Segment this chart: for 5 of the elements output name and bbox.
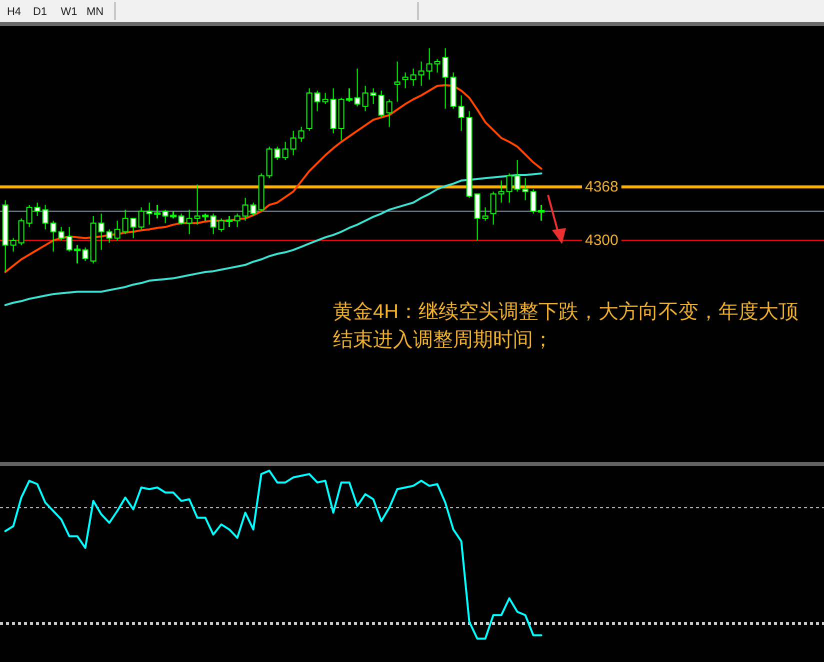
line-series [4,84,542,273]
y-tick-label: 4300 [585,232,618,249]
annotation: 黄金4H：继续空头调整下跌，大方向不变，年度大顶结束进入调整周期时间； [333,300,799,351]
y-tick-label: 4368 [585,178,618,196]
toolbar: H4 D1 W1 MN [0,0,824,25]
